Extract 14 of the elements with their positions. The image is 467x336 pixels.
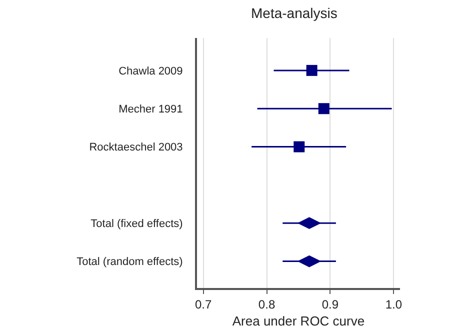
point	[294, 141, 305, 152]
x-tick-label: 0.8	[258, 297, 276, 312]
y-tick-label: Mecher 1991	[118, 103, 183, 116]
y-tick-label: Total (random effects)	[76, 256, 183, 268]
point	[318, 103, 330, 114]
x-axis-title: Area under ROC curve	[232, 314, 365, 328]
x-tick-label: 0.9	[322, 297, 339, 312]
chart-title: Meta-analysis	[251, 5, 338, 22]
x-tick-label: 1.0	[385, 297, 402, 312]
y-tick-label: Chawla 2009	[118, 65, 183, 78]
y-tick-label: Rocktaeschel 2003	[89, 142, 183, 154]
x-tick-label: 0.7	[194, 297, 212, 312]
y-tick-label: Total (fixed effects)	[90, 218, 183, 230]
point	[306, 64, 318, 76]
